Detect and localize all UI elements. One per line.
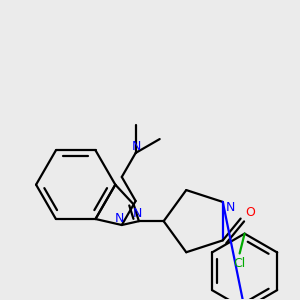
Text: O: O: [246, 206, 256, 219]
Text: N: N: [133, 207, 142, 220]
Text: N: N: [132, 140, 141, 152]
Text: N: N: [115, 212, 124, 225]
Text: Cl: Cl: [233, 257, 246, 270]
Text: N: N: [226, 201, 236, 214]
